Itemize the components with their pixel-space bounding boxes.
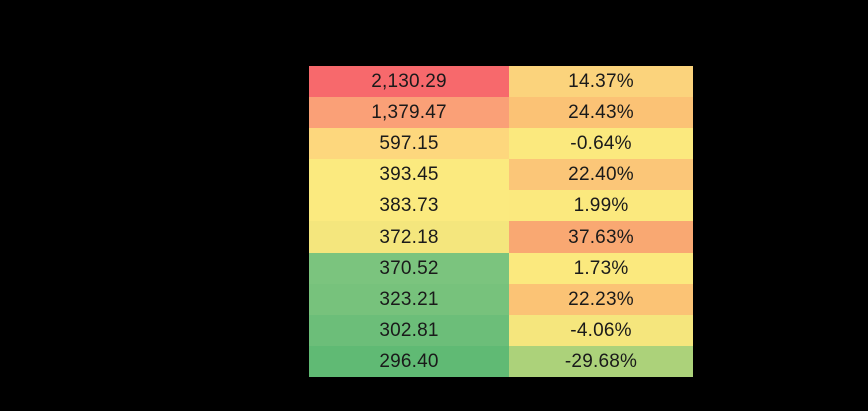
percent-cell: -4.06%	[509, 314, 693, 346]
table-row: 383.73 1.99%	[309, 190, 693, 222]
percent-cell: 14.37%	[509, 66, 693, 98]
percent-cell: -0.64%	[509, 128, 693, 160]
table-row: 323.21 22.23%	[309, 283, 693, 315]
table-row: 393.45 22.40%	[309, 159, 693, 191]
percent-cell: 1.73%	[509, 252, 693, 284]
value-cell: 1,379.47	[309, 97, 509, 129]
value-cell: 393.45	[309, 159, 509, 191]
value-cell: 323.21	[309, 283, 509, 315]
value-cell: 372.18	[309, 221, 509, 253]
value-cell: 2,130.29	[309, 66, 509, 98]
value-cell: 370.52	[309, 252, 509, 284]
percent-cell: 37.63%	[509, 221, 693, 253]
table-row: 302.81 -4.06%	[309, 314, 693, 346]
table-row: 372.18 37.63%	[309, 221, 693, 253]
heatmap-table: 2,130.29 14.37% 1,379.47 24.43% 597.15 -…	[309, 66, 693, 377]
percent-cell: 22.23%	[509, 283, 693, 315]
table-row: 2,130.29 14.37%	[309, 66, 693, 98]
value-cell: 302.81	[309, 314, 509, 346]
table-row: 370.52 1.73%	[309, 252, 693, 284]
table-row: 597.15 -0.64%	[309, 128, 693, 160]
value-cell: 597.15	[309, 128, 509, 160]
table-row: 1,379.47 24.43%	[309, 97, 693, 129]
percent-cell: 24.43%	[509, 97, 693, 129]
percent-cell: 22.40%	[509, 159, 693, 191]
percent-cell: -29.68%	[509, 345, 693, 377]
table-row: 296.40 -29.68%	[309, 345, 693, 377]
value-cell: 383.73	[309, 190, 509, 222]
percent-cell: 1.99%	[509, 190, 693, 222]
value-cell: 296.40	[309, 345, 509, 377]
